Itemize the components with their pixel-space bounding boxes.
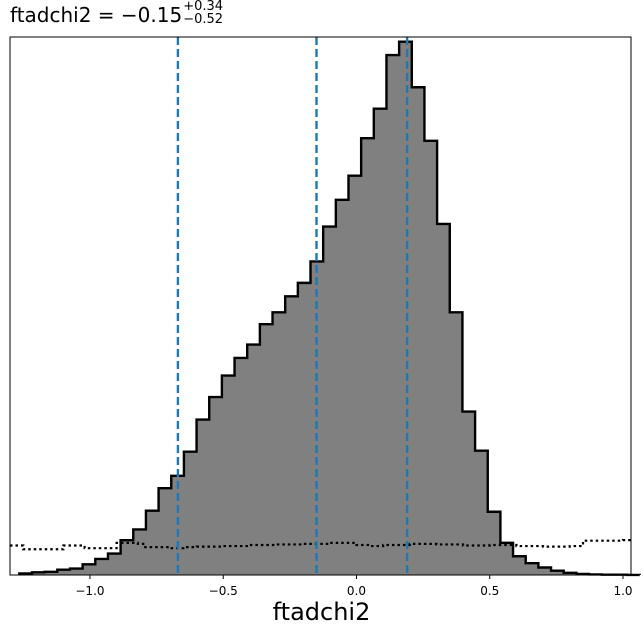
- histogram-bar: [487, 511, 501, 575]
- histogram-bar: [500, 542, 514, 575]
- histogram-bar: [348, 175, 362, 575]
- histogram-bar: [95, 558, 109, 575]
- histogram-bar: [209, 397, 223, 575]
- chart-title: ftadchi2 = −0.15 +0.34 −0.52: [10, 0, 223, 34]
- histogram-bar: [272, 312, 286, 575]
- histogram-bar: [462, 411, 476, 575]
- histogram-bar: [158, 488, 172, 575]
- histogram-bar: [247, 344, 261, 575]
- histogram-bar: [133, 529, 147, 575]
- histogram-bar: [513, 556, 527, 575]
- histogram-bar: [107, 553, 122, 575]
- x-axis-label: ftadchi2: [272, 598, 371, 626]
- histogram-bar: [424, 140, 438, 575]
- histogram-bar: [525, 563, 539, 575]
- title-value: −0.15: [120, 3, 183, 27]
- title-errors: +0.34 −0.52: [183, 0, 223, 26]
- histogram-bar: [411, 87, 425, 576]
- histogram-bar: [310, 261, 324, 575]
- histogram-layer: [18, 40, 641, 577]
- histogram-bar: [221, 375, 235, 575]
- x-tick-label: 0.0: [347, 584, 366, 598]
- histogram-bar: [234, 357, 248, 575]
- histogram-bar: [69, 568, 84, 575]
- prior-line: [10, 539, 631, 551]
- histogram-bar: [386, 55, 400, 575]
- plot-frame: [9, 36, 632, 576]
- histogram-bar: [399, 41, 413, 576]
- title-param: ftadchi2: [10, 3, 92, 27]
- x-tick-label: 0.5: [480, 584, 499, 598]
- histogram-bar: [57, 569, 71, 575]
- histogram-bar: [297, 282, 311, 575]
- histogram-bar: [449, 312, 463, 575]
- histogram-bar: [120, 540, 134, 575]
- histogram-outline: [18, 40, 641, 577]
- histogram-bar: [551, 570, 565, 575]
- histogram-bar: [145, 510, 159, 575]
- histogram-bar: [44, 571, 58, 575]
- title-err-minus: −0.52: [183, 12, 224, 27]
- x-tick-label: −1.0: [75, 584, 104, 598]
- x-tick-layer: −1.0 −0.5 0.0 0.5 1.0: [75, 575, 633, 598]
- histogram-bar: [323, 226, 337, 575]
- histogram-bar: [183, 451, 197, 575]
- histogram-bar: [82, 564, 96, 575]
- histogram-bar: [361, 138, 375, 575]
- histogram-bar: [285, 296, 299, 575]
- histogram-bar: [437, 223, 451, 576]
- quantile-layer: [176, 37, 409, 575]
- title-err-plus: +0.34: [183, 0, 224, 14]
- histogram-bar: [259, 324, 273, 575]
- prior-layer: [10, 539, 631, 551]
- histogram-bar: [335, 199, 349, 576]
- title-main: ftadchi2 = −0.15: [10, 3, 183, 27]
- histogram-bar: [171, 475, 185, 575]
- histogram-bar: [196, 419, 210, 575]
- x-tick-label: 1.0: [613, 584, 632, 598]
- histogram-bar: [475, 450, 489, 575]
- histogram-bar: [31, 572, 46, 575]
- histogram-bar: [373, 108, 387, 576]
- histogram-bar: [538, 567, 552, 575]
- x-tick-label: −0.5: [209, 584, 238, 598]
